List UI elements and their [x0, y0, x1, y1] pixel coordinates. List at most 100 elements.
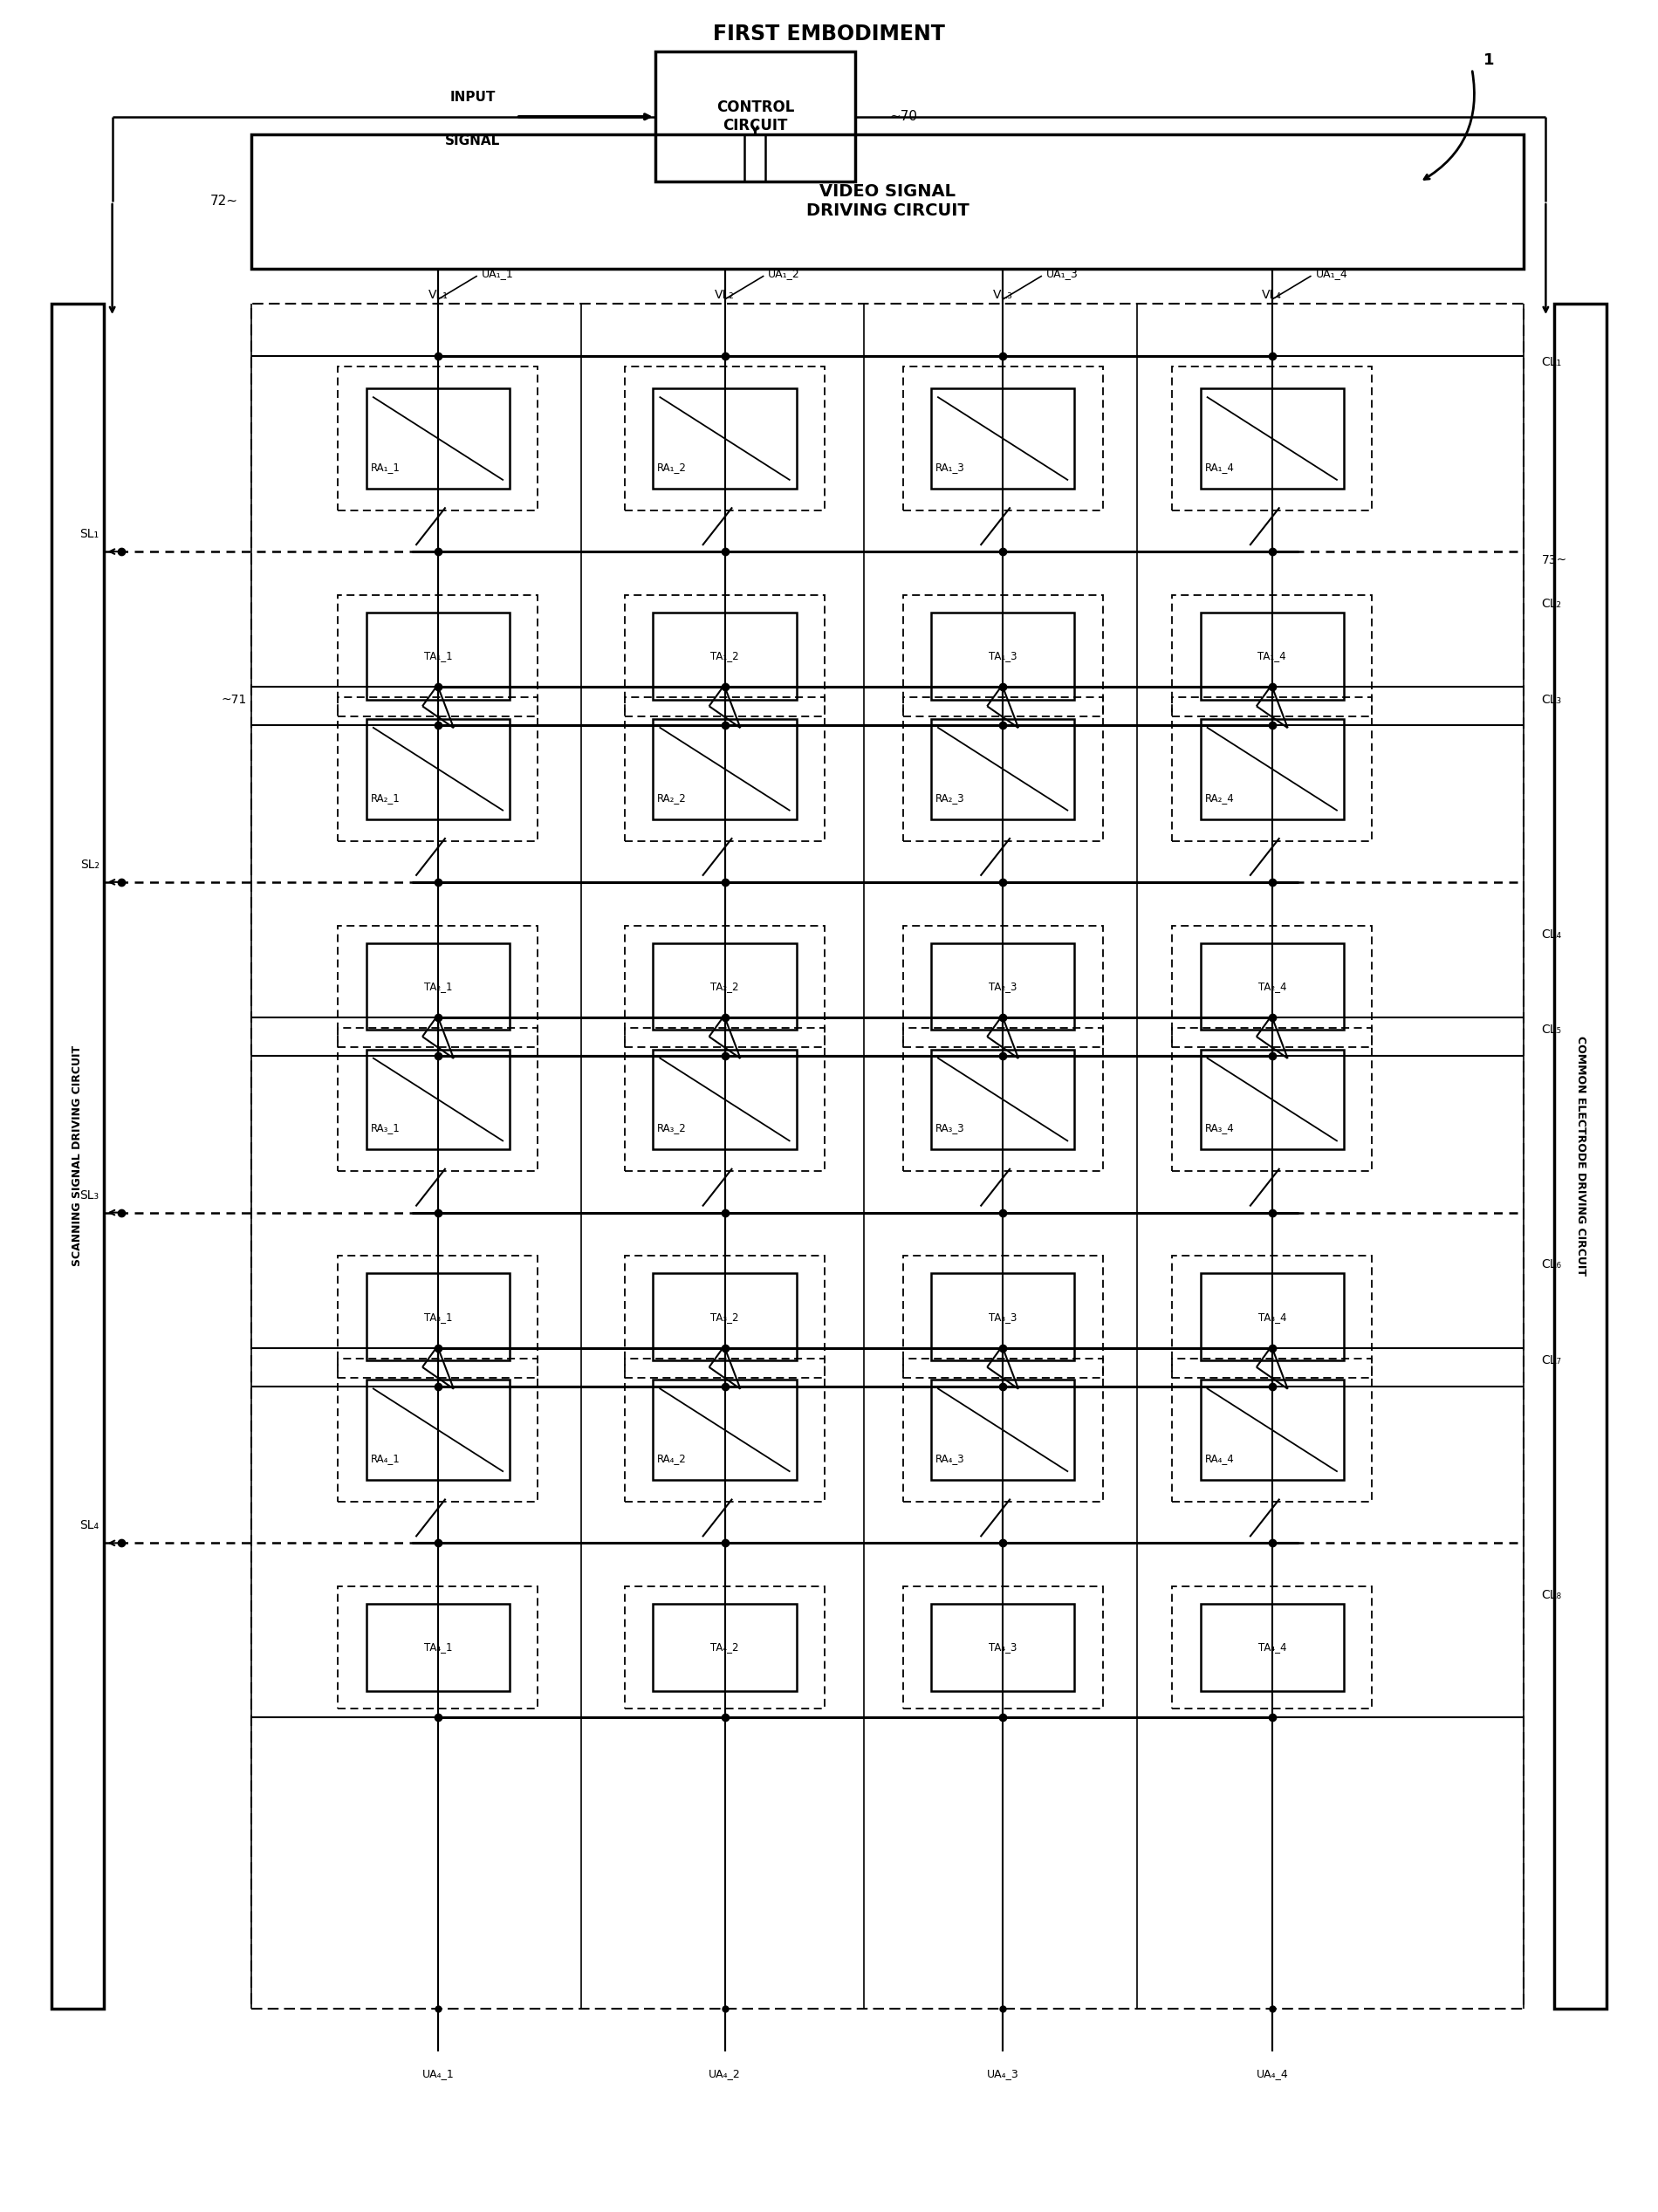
Bar	[366, 1604, 509, 1690]
Text: TA₄_4: TA₄_4	[1258, 1641, 1287, 1652]
Text: RA₃_3: RA₃_3	[935, 1121, 965, 1135]
Text: RA₄_1: RA₄_1	[371, 1453, 400, 1464]
Text: 1: 1	[1484, 53, 1496, 69]
Bar	[338, 1586, 537, 1708]
Text: SL₂: SL₂	[80, 858, 99, 872]
Bar	[653, 1274, 796, 1360]
Bar	[653, 1380, 796, 1480]
Bar	[904, 1358, 1103, 1502]
Bar	[1555, 303, 1607, 2008]
Bar	[252, 303, 1524, 2008]
Bar	[1172, 1358, 1373, 1502]
Bar	[655, 51, 856, 181]
Bar	[625, 1586, 824, 1708]
Bar	[1172, 367, 1373, 511]
Bar	[1200, 1274, 1343, 1360]
Bar	[252, 135, 1524, 270]
Bar	[625, 595, 824, 717]
Text: RA₁_3: RA₁_3	[935, 462, 965, 473]
Text: CL₂: CL₂	[1542, 597, 1562, 611]
Text: TA₂_1: TA₂_1	[424, 980, 453, 993]
Text: VIDEO SIGNAL
DRIVING CIRCUIT: VIDEO SIGNAL DRIVING CIRCUIT	[806, 184, 970, 219]
Text: VL₄: VL₄	[1262, 290, 1282, 301]
Bar	[653, 613, 796, 699]
Text: CL₃: CL₃	[1542, 692, 1562, 706]
Text: RA₁_1: RA₁_1	[371, 462, 400, 473]
Bar	[904, 1029, 1103, 1170]
Text: TA₂_3: TA₂_3	[988, 980, 1016, 993]
Text: TA₄_1: TA₄_1	[424, 1641, 453, 1652]
Bar	[653, 942, 796, 1031]
Bar	[338, 925, 537, 1046]
Bar	[366, 1380, 509, 1480]
Bar	[904, 1586, 1103, 1708]
Text: VL₂: VL₂	[715, 290, 734, 301]
Bar	[1200, 389, 1343, 489]
Text: CONTROL
CIRCUIT: CONTROL CIRCUIT	[716, 100, 794, 133]
Text: ~71: ~71	[222, 692, 247, 706]
Bar	[51, 303, 103, 2008]
Bar	[1172, 595, 1373, 717]
Text: SL₁: SL₁	[80, 529, 99, 540]
Text: RA₄_2: RA₄_2	[658, 1453, 686, 1464]
Bar	[338, 1029, 537, 1170]
Bar	[338, 1358, 537, 1502]
Text: RA₃_1: RA₃_1	[371, 1121, 400, 1135]
Text: TA₃_1: TA₃_1	[424, 1312, 453, 1323]
Text: ~70: ~70	[890, 111, 919, 124]
Text: UA₁_1: UA₁_1	[481, 268, 514, 279]
Text: TA₃_3: TA₃_3	[988, 1312, 1016, 1323]
Bar	[1172, 1029, 1373, 1170]
Bar	[338, 367, 537, 511]
Bar	[366, 389, 509, 489]
Bar	[338, 1256, 537, 1378]
Bar	[1172, 925, 1373, 1046]
Bar	[366, 942, 509, 1031]
Bar	[366, 613, 509, 699]
Text: INPUT: INPUT	[449, 91, 496, 104]
Bar	[932, 1048, 1074, 1150]
Bar	[366, 1048, 509, 1150]
Text: VL₁: VL₁	[428, 290, 448, 301]
Text: 72~: 72~	[211, 195, 239, 208]
Bar	[625, 1358, 824, 1502]
Bar	[625, 367, 824, 511]
Bar	[1172, 697, 1373, 841]
Bar	[1200, 1380, 1343, 1480]
Text: CL₅: CL₅	[1542, 1024, 1562, 1035]
Bar	[1200, 613, 1343, 699]
Bar	[1172, 1586, 1373, 1708]
Bar	[932, 1604, 1074, 1690]
Bar	[904, 367, 1103, 511]
Text: TA₂_4: TA₂_4	[1258, 980, 1287, 993]
Text: TA₁_1: TA₁_1	[424, 650, 453, 661]
Bar	[366, 719, 509, 818]
Text: TA₁_4: TA₁_4	[1258, 650, 1287, 661]
Bar	[904, 925, 1103, 1046]
Bar	[653, 1604, 796, 1690]
Text: UA₁_3: UA₁_3	[1046, 268, 1078, 279]
Text: SL₄: SL₄	[80, 1520, 99, 1531]
Bar	[932, 613, 1074, 699]
Text: RA₃_2: RA₃_2	[658, 1121, 686, 1135]
Bar	[653, 389, 796, 489]
Bar	[1200, 719, 1343, 818]
Bar	[1200, 942, 1343, 1031]
Text: TA₃_4: TA₃_4	[1258, 1312, 1287, 1323]
Text: UA₄_1: UA₄_1	[423, 2068, 454, 2079]
Text: 73~: 73~	[1542, 555, 1567, 566]
Bar	[932, 1380, 1074, 1480]
Bar	[338, 595, 537, 717]
Text: RA₂_4: RA₂_4	[1205, 792, 1234, 803]
Bar	[625, 1256, 824, 1378]
Text: TA₁_2: TA₁_2	[711, 650, 739, 661]
Text: SL₃: SL₃	[80, 1190, 99, 1201]
Bar	[625, 697, 824, 841]
Text: CL₇: CL₇	[1542, 1354, 1562, 1367]
Text: TA₁_3: TA₁_3	[988, 650, 1016, 661]
Text: TA₃_2: TA₃_2	[711, 1312, 739, 1323]
Bar	[366, 1274, 509, 1360]
Text: UA₄_4: UA₄_4	[1257, 2068, 1288, 2079]
Text: UA₁_4: UA₁_4	[1315, 268, 1348, 279]
Text: SCANNING SIGNAL DRIVING CIRCUIT: SCANNING SIGNAL DRIVING CIRCUIT	[71, 1046, 83, 1267]
